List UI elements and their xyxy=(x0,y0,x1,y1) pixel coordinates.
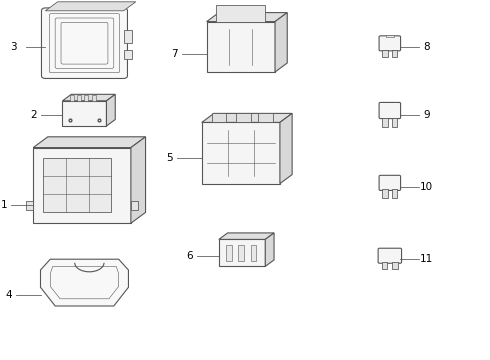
Text: 3: 3 xyxy=(10,42,17,52)
Bar xyxy=(92,95,96,101)
Text: 7: 7 xyxy=(172,49,178,59)
Bar xyxy=(84,95,88,101)
FancyBboxPatch shape xyxy=(42,8,127,78)
Polygon shape xyxy=(106,94,115,126)
Polygon shape xyxy=(46,2,136,11)
Polygon shape xyxy=(123,30,132,43)
Text: 1: 1 xyxy=(0,200,7,210)
Bar xyxy=(386,35,393,37)
Bar xyxy=(131,201,138,210)
Polygon shape xyxy=(219,233,274,239)
Bar xyxy=(226,245,232,261)
Text: 11: 11 xyxy=(420,254,433,264)
Polygon shape xyxy=(41,259,128,306)
Bar xyxy=(392,262,398,269)
Polygon shape xyxy=(280,113,292,184)
FancyBboxPatch shape xyxy=(379,102,401,119)
Text: 4: 4 xyxy=(5,290,12,300)
Bar xyxy=(250,245,256,261)
Bar xyxy=(238,245,244,261)
Polygon shape xyxy=(63,94,115,101)
Polygon shape xyxy=(33,137,146,148)
FancyBboxPatch shape xyxy=(379,175,401,190)
Polygon shape xyxy=(131,137,146,223)
Bar xyxy=(70,95,74,101)
Bar xyxy=(43,158,111,212)
Polygon shape xyxy=(33,148,131,223)
Polygon shape xyxy=(207,13,287,22)
Text: 9: 9 xyxy=(423,110,430,120)
Bar xyxy=(212,113,226,122)
Polygon shape xyxy=(63,101,106,126)
Bar xyxy=(236,113,250,122)
Polygon shape xyxy=(202,122,280,184)
Text: 6: 6 xyxy=(186,251,193,261)
Text: 5: 5 xyxy=(167,153,173,163)
Bar xyxy=(382,262,388,269)
Polygon shape xyxy=(207,22,275,72)
Bar xyxy=(392,50,397,57)
Bar xyxy=(392,189,397,198)
Bar xyxy=(77,95,81,101)
Polygon shape xyxy=(219,239,265,266)
Polygon shape xyxy=(275,13,287,72)
Polygon shape xyxy=(202,113,292,122)
FancyBboxPatch shape xyxy=(378,248,402,263)
Bar xyxy=(382,117,388,127)
Bar xyxy=(382,50,388,57)
Bar xyxy=(258,113,272,122)
Bar xyxy=(26,201,33,210)
Polygon shape xyxy=(123,50,132,59)
FancyBboxPatch shape xyxy=(379,36,401,51)
Polygon shape xyxy=(265,233,274,266)
Text: 8: 8 xyxy=(423,42,430,52)
Bar xyxy=(382,189,388,198)
Bar xyxy=(392,117,397,127)
Text: 10: 10 xyxy=(420,182,433,192)
Text: 2: 2 xyxy=(30,110,36,120)
Bar xyxy=(217,5,265,22)
